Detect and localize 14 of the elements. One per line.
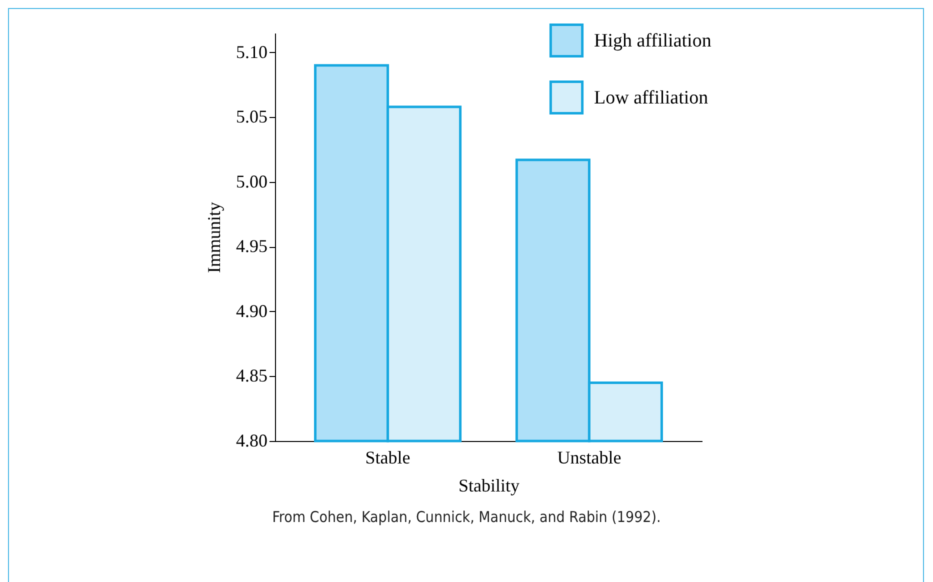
x-tick-label: Stable [365, 448, 410, 468]
legend-label: High affiliation [594, 30, 712, 52]
y-tick-label: 4.95 [236, 236, 268, 256]
y-tick-label: 4.85 [236, 366, 268, 386]
y-tick-label: 5.00 [236, 171, 268, 192]
text: From Cohen, Kaplan, Cunnick, Manuck, and Rabin (1992). [271, 508, 662, 526]
x-tick-label: Unstable [557, 448, 622, 468]
y-tick-label: 4.80 [236, 430, 268, 450]
y-tick-label: 4.90 [236, 300, 268, 321]
y-tick-label: 5.05 [236, 106, 268, 127]
y-axis-title: Immunity [204, 202, 224, 273]
y-tick-label: 5.10 [236, 42, 268, 62]
x-axis-title: Stability [458, 476, 520, 496]
legend-label: Low affiliation [594, 88, 709, 108]
